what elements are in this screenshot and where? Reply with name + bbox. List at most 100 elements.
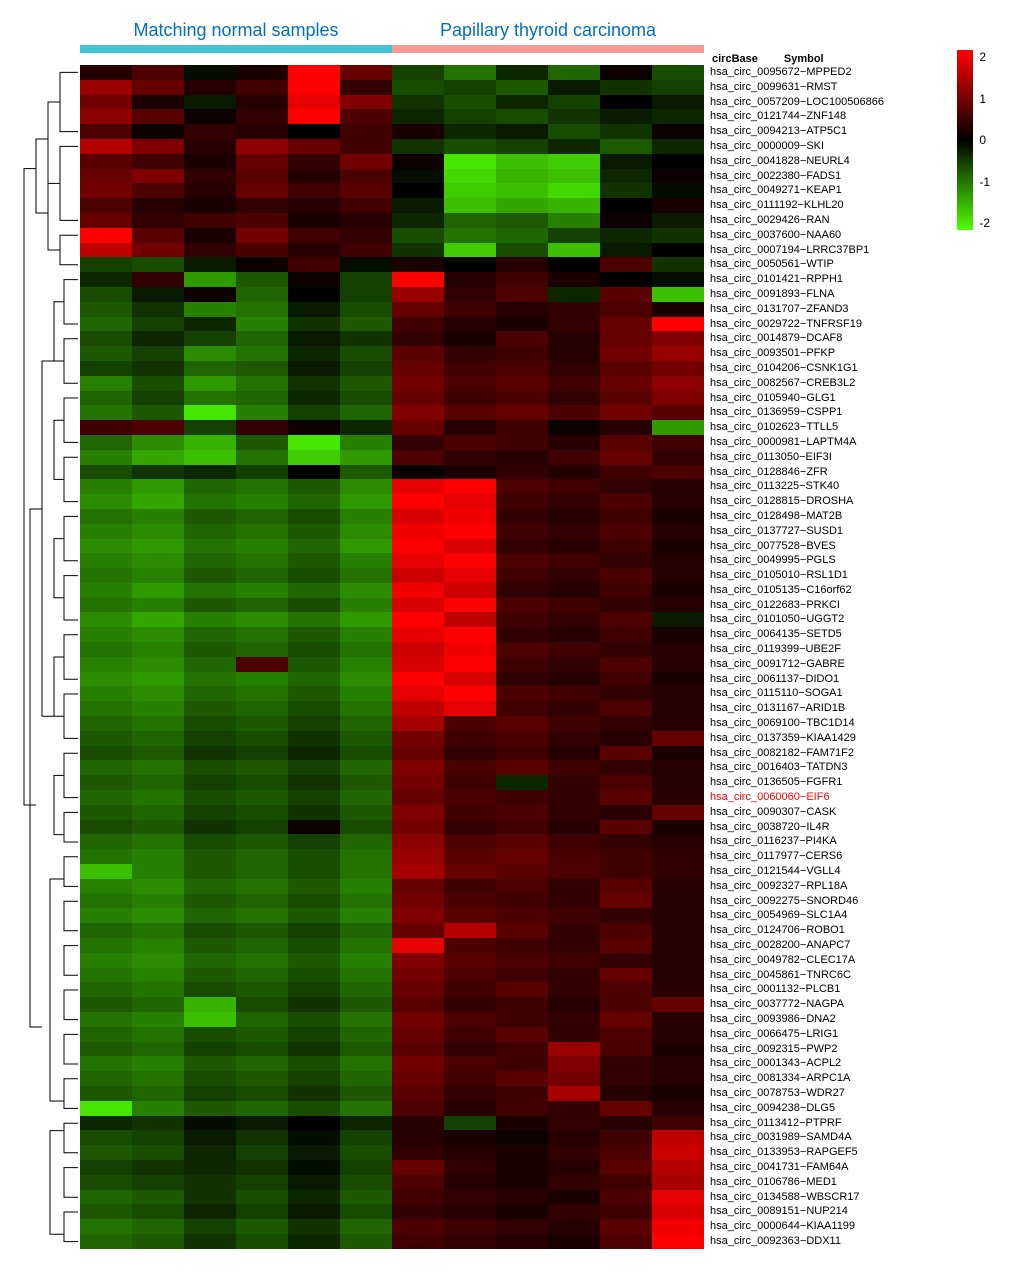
heatmap-row: hsa_circ_0041828−NEURL4 <box>80 154 884 169</box>
heatmap-row: hsa_circ_0078753−WDR27 <box>80 1086 884 1101</box>
heatmap-cell <box>236 849 288 864</box>
row-label: hsa_circ_0099631−RMST <box>704 80 838 95</box>
heatmap-cell <box>444 1042 496 1057</box>
heatmap-cell <box>184 361 236 376</box>
heatmap-row: hsa_circ_0028200−ANAPC7 <box>80 938 884 953</box>
heatmap-cell <box>392 450 444 465</box>
heatmap-cell <box>340 391 392 406</box>
heatmap-cell <box>80 376 132 391</box>
heatmap-cell <box>444 805 496 820</box>
heatmap-cell <box>444 790 496 805</box>
heatmap-cell <box>80 894 132 909</box>
heatmap-cell <box>288 612 340 627</box>
heatmap-cell <box>132 820 184 835</box>
heatmap-row: hsa_circ_0111192−KLHL20 <box>80 198 884 213</box>
heatmap-cell <box>444 405 496 420</box>
heatmap-cell <box>392 894 444 909</box>
heatmap-cell <box>184 228 236 243</box>
heatmap-cell <box>444 80 496 95</box>
heatmap-cell <box>288 568 340 583</box>
row-label: hsa_circ_0113050−EIF3I <box>704 450 832 465</box>
heatmap-cell <box>652 361 704 376</box>
row-label: hsa_circ_0081334−ARPC1A <box>704 1071 850 1086</box>
heatmap-cell <box>288 109 340 124</box>
heatmap-cell <box>288 420 340 435</box>
heatmap-cell <box>600 642 652 657</box>
heatmap-cell <box>236 1130 288 1145</box>
heatmap-cell <box>496 1234 548 1249</box>
heatmap-cell <box>392 169 444 184</box>
heatmap-cell <box>444 420 496 435</box>
group-bar-carcinoma <box>392 45 704 53</box>
heatmap-cell <box>288 1071 340 1086</box>
heatmap-cell <box>600 257 652 272</box>
heatmap-row: hsa_circ_0082182−FAM71F2 <box>80 746 884 761</box>
heatmap-cell <box>80 154 132 169</box>
heatmap-cell <box>236 65 288 80</box>
heatmap-cell <box>132 257 184 272</box>
heatmap-cell <box>132 95 184 110</box>
heatmap-cell <box>80 465 132 480</box>
row-label: hsa_circ_0128498−MAT2B <box>704 509 842 524</box>
heatmap-cell <box>496 213 548 228</box>
heatmap-cell <box>652 1204 704 1219</box>
heatmap-cell <box>80 612 132 627</box>
heatmap-cell <box>80 346 132 361</box>
heatmap-cell <box>600 849 652 864</box>
heatmap-cell <box>496 198 548 213</box>
heatmap-cell <box>444 894 496 909</box>
heatmap-cell <box>652 627 704 642</box>
heatmap-cell <box>132 982 184 997</box>
heatmap-cell <box>392 775 444 790</box>
heatmap-cell <box>652 1101 704 1116</box>
heatmap-cell <box>236 834 288 849</box>
heatmap-cell <box>496 790 548 805</box>
heatmap-cell <box>340 908 392 923</box>
heatmap-cell <box>80 1027 132 1042</box>
heatmap-cell <box>184 553 236 568</box>
heatmap-cell <box>548 672 600 687</box>
heatmap-cell <box>392 553 444 568</box>
heatmap-cell <box>340 894 392 909</box>
heatmap-cell <box>444 997 496 1012</box>
heatmap-cell <box>80 1101 132 1116</box>
heatmap-cell <box>496 139 548 154</box>
heatmap-cell <box>548 790 600 805</box>
heatmap-cell <box>392 1160 444 1175</box>
heatmap-cell <box>80 213 132 228</box>
heatmap-cell <box>184 109 236 124</box>
heatmap-cell <box>548 612 600 627</box>
heatmap-cell <box>132 953 184 968</box>
row-label: hsa_circ_0113225−STK40 <box>704 479 839 494</box>
heatmap-cell <box>340 820 392 835</box>
heatmap-row: hsa_circ_0077528−BVES <box>80 539 884 554</box>
heatmap-cell <box>340 376 392 391</box>
heatmap-cell <box>444 479 496 494</box>
heatmap-cell <box>132 1012 184 1027</box>
heatmap-cell <box>392 317 444 332</box>
heatmap-cell <box>288 1160 340 1175</box>
heatmap-cell <box>236 953 288 968</box>
heatmap-cell <box>340 997 392 1012</box>
heatmap-cell <box>340 864 392 879</box>
row-label: hsa_circ_0091893−FLNA <box>704 287 834 302</box>
heatmap-cell <box>288 627 340 642</box>
heatmap-cell <box>288 657 340 672</box>
heatmap-cell <box>392 849 444 864</box>
legend-gradient-bar <box>957 50 973 230</box>
heatmap-cell <box>600 923 652 938</box>
heatmap-cell <box>80 1056 132 1071</box>
heatmap-cell <box>496 923 548 938</box>
row-dendrogram <box>20 65 80 1249</box>
heatmap-cell <box>548 183 600 198</box>
heatmap-cell <box>444 198 496 213</box>
heatmap-cell <box>236 864 288 879</box>
header-circbase: circBase <box>712 53 758 65</box>
heatmap-cell <box>80 701 132 716</box>
heatmap-cell <box>184 169 236 184</box>
heatmap-row: hsa_circ_0050561−WTIP <box>80 257 884 272</box>
heatmap-row: hsa_circ_0094213−ATP5C1 <box>80 124 884 139</box>
heatmap-cell <box>496 953 548 968</box>
heatmap-row: hsa_circ_0029426−RAN <box>80 213 884 228</box>
heatmap-cell <box>288 849 340 864</box>
